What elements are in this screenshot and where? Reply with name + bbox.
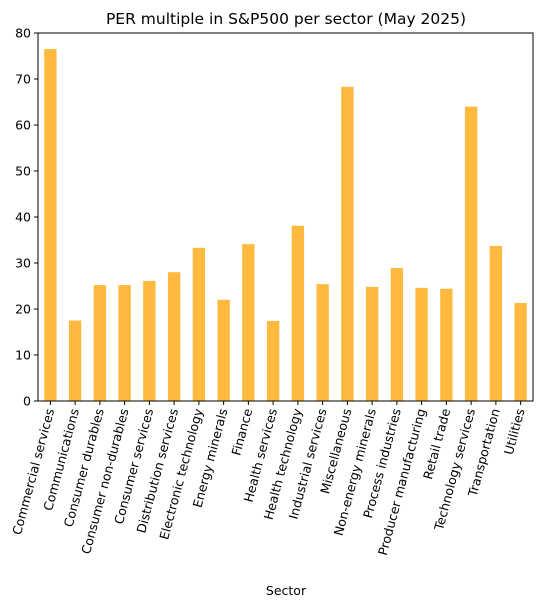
bar-13 — [365, 286, 379, 401]
bar-19 — [514, 303, 527, 401]
y-tick-label: 40 — [15, 210, 31, 225]
x-axis-label: Sector — [266, 583, 307, 598]
y-tick-label: 60 — [15, 118, 31, 133]
plot-frame — [37, 32, 534, 402]
bar-9 — [266, 320, 280, 401]
bar-0 — [44, 49, 57, 401]
x-tick-label: Utilities — [501, 407, 528, 456]
x-tick-label: Finance — [228, 407, 255, 457]
bar-17 — [464, 106, 478, 401]
y-axis: 0 10 20 30 40 50 60 70 80 — [15, 26, 38, 409]
y-tick-label: 20 — [15, 302, 31, 317]
bar-14 — [390, 268, 404, 401]
bar-16 — [440, 288, 453, 401]
y-tick-label: 50 — [15, 164, 31, 179]
bar-15 — [415, 287, 428, 401]
bars-group — [44, 49, 527, 401]
bar-12 — [341, 86, 354, 401]
y-tick-label: 80 — [15, 26, 31, 41]
bar-7 — [217, 299, 230, 401]
bar-18 — [489, 245, 503, 401]
y-tick-label: 70 — [15, 72, 31, 87]
bar-10 — [291, 225, 305, 401]
bar-11 — [316, 284, 329, 401]
bar-1 — [68, 320, 82, 401]
bar-3 — [118, 285, 131, 401]
bar-5 — [167, 272, 181, 401]
y-tick-label: 10 — [15, 348, 31, 363]
chart-title: PER multiple in S&P500 per sector (May 2… — [106, 10, 466, 28]
x-axis: Commercial servicesCommunicationsConsume… — [9, 401, 528, 557]
y-tick-label: 30 — [15, 256, 31, 271]
bar-2 — [93, 285, 107, 401]
y-tick-label: 0 — [23, 394, 31, 409]
bar-4 — [143, 280, 156, 401]
bar-8 — [242, 244, 255, 401]
bar-6 — [192, 247, 206, 401]
